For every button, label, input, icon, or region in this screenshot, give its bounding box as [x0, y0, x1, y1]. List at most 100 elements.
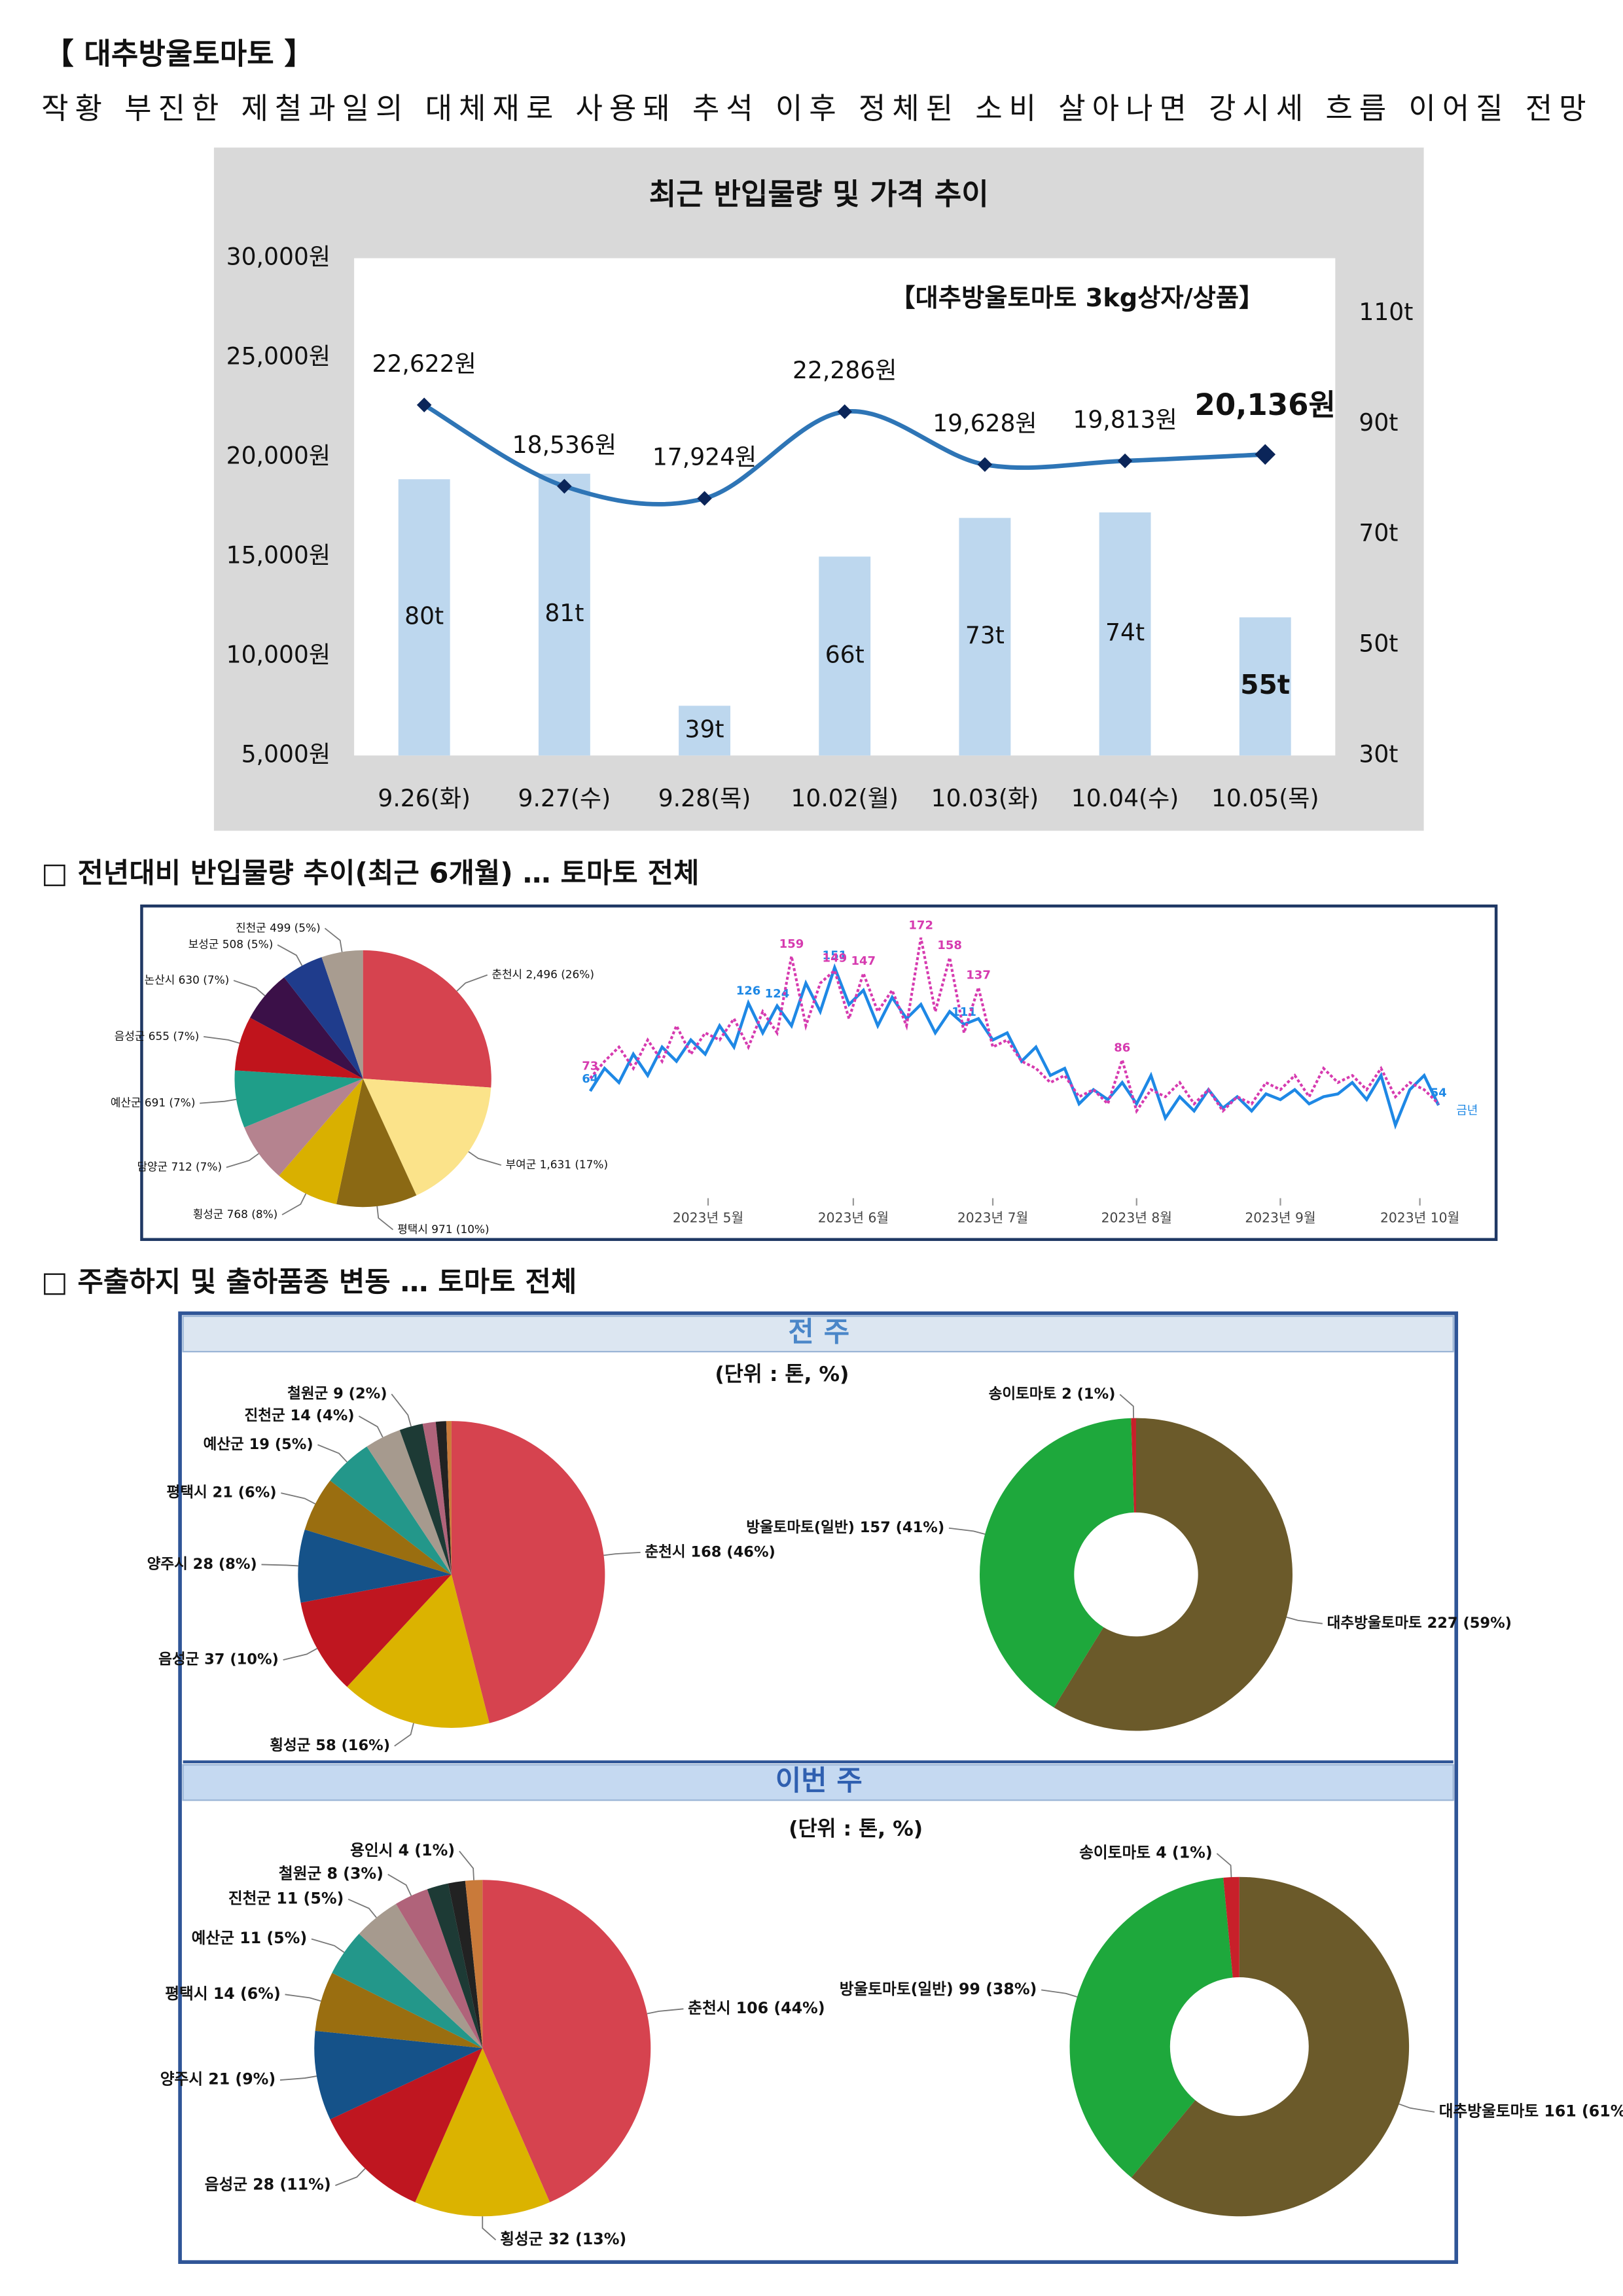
slice-label: 춘천시 2,496 (26%) — [491, 968, 594, 981]
section-box — [178, 1311, 1459, 2264]
pie-slice — [332, 1933, 483, 2049]
leader-line — [468, 1151, 502, 1166]
bar — [398, 479, 450, 756]
pie-slice — [321, 950, 363, 1079]
point-label: 54 — [1431, 1086, 1447, 1100]
pie-slice — [1131, 1418, 1136, 1513]
pie-slice — [422, 1422, 452, 1575]
point-label: 64 — [582, 1072, 598, 1086]
slice-label: 진천군 499 (5%) — [236, 921, 321, 934]
bar — [538, 473, 590, 756]
leader-line — [391, 1393, 412, 1427]
series-line — [588, 963, 1440, 1130]
y2-tick-label: 90t — [1359, 409, 1398, 437]
pie-slice — [363, 1079, 491, 1196]
leader-line — [1216, 1853, 1232, 1878]
slice-label: 평택시 21 (6%) — [167, 1484, 277, 1501]
leader-line — [324, 927, 343, 952]
pie-slice — [300, 1574, 452, 1687]
leader-line — [311, 1938, 345, 1953]
x-tick-label: 9.27(수) — [518, 785, 611, 812]
price-marker — [1255, 444, 1276, 465]
point-label: 111 — [952, 1005, 976, 1019]
slice-label: 방울토마토(일반) 99 (38%) — [840, 1980, 1037, 1998]
pie-slice — [1131, 1876, 1410, 2217]
leader-line — [1286, 1616, 1323, 1624]
leader-line — [603, 1551, 641, 1556]
pie-slice — [980, 1418, 1134, 1708]
slice-label: 예산군 691 (7%) — [111, 1096, 196, 1109]
panel-header — [182, 1764, 1454, 1801]
slice-label: 철원군 9 (2%) — [287, 1385, 387, 1402]
slice-label: 보성군 508 (5%) — [188, 938, 274, 951]
leader-line — [226, 1153, 259, 1168]
leader-line — [459, 1850, 474, 1880]
panel-header — [182, 1315, 1454, 1353]
price-marker — [697, 491, 712, 506]
slice-label: 양주시 28 (8%) — [147, 1556, 257, 1573]
y-tick-label: 25,000원 — [226, 342, 330, 370]
point-label: 172 — [908, 919, 933, 933]
y-tick-label: 5,000원 — [241, 740, 330, 768]
price-label: 19,813원 — [1073, 406, 1177, 433]
point-label: 147 — [851, 954, 876, 968]
bar — [819, 556, 871, 756]
slice-label: 철원군 8 (3%) — [279, 1864, 383, 1882]
y2-tick-label: 30t — [1359, 740, 1398, 768]
y-tick-label: 15,000원 — [226, 541, 330, 569]
pie-slice — [1054, 1418, 1293, 1731]
pie-slice — [399, 1424, 452, 1575]
slice-label: 대추방울토마토 161 (61%) — [1439, 2102, 1623, 2120]
pie-slice — [284, 957, 363, 1079]
leader-line — [376, 1206, 394, 1230]
bar-value-label: 55t — [1240, 669, 1290, 700]
bar-value-label: 73t — [965, 622, 1005, 649]
price-label: 17,924원 — [652, 444, 757, 471]
chart-note: 【대추방울토마토 3kg상자/상품】 — [890, 283, 1264, 313]
page-title: 【 대추방울토마토 】 — [45, 37, 314, 71]
slice-label: 담양군 712 (7%) — [137, 1160, 222, 1174]
leader-line — [261, 1564, 298, 1567]
pie-slice — [448, 1880, 483, 2049]
pie-slice — [415, 2048, 550, 2217]
leader-line — [358, 1415, 383, 1438]
bar-value-label: 80t — [404, 602, 444, 630]
bar — [1099, 512, 1151, 756]
leader-line — [285, 1994, 321, 2002]
bar-value-label: 39t — [685, 715, 724, 743]
slice-label: 횡성군 58 (16%) — [270, 1737, 390, 1754]
pie-slice — [359, 1903, 483, 2049]
leader-line — [1399, 2103, 1435, 2113]
pie-slice — [1223, 1876, 1240, 1978]
pie-slice — [314, 2030, 483, 2120]
slice-label: 진천군 14 (4%) — [245, 1407, 355, 1424]
slice-label: 음성군 655 (7%) — [115, 1030, 200, 1043]
pie-slice — [250, 977, 363, 1079]
slice-label: 대추방울토마토 227 (59%) — [1327, 1615, 1512, 1632]
y2-tick-label: 70t — [1359, 520, 1398, 547]
slice-label: 송이토마토 4 (1%) — [1079, 1843, 1213, 1861]
price-label: 20,136원 — [1195, 387, 1336, 422]
point-label: 86 — [1114, 1041, 1130, 1054]
pie-slice — [315, 1973, 483, 2049]
section-title: □ 전년대비 반입물량 추이(최근 6개월) … 토마토 전체 — [41, 857, 699, 889]
pie-slice — [234, 1017, 363, 1079]
leader-line — [456, 974, 488, 992]
slice-label: 방울토마토(일반) 157 (41%) — [746, 1519, 944, 1536]
unit-label: (단위 : 톤, %) — [789, 1818, 923, 1841]
leader-line — [387, 1874, 412, 1896]
bar — [679, 706, 731, 756]
pie-slice — [366, 1429, 452, 1575]
point-label: 151 — [823, 948, 847, 962]
y-tick-label: 30,000원 — [226, 243, 330, 271]
price-label: 22,286원 — [793, 357, 897, 384]
y-tick-label: 20,000원 — [226, 442, 330, 469]
bar-value-label: 81t — [544, 600, 584, 627]
pie-slice — [304, 1480, 452, 1575]
legend-label: 금년 — [1456, 1104, 1478, 1118]
x-tick-label: 9.26(화) — [378, 785, 471, 812]
price-label: 22,622원 — [372, 350, 476, 378]
pie-slice — [234, 1070, 363, 1128]
